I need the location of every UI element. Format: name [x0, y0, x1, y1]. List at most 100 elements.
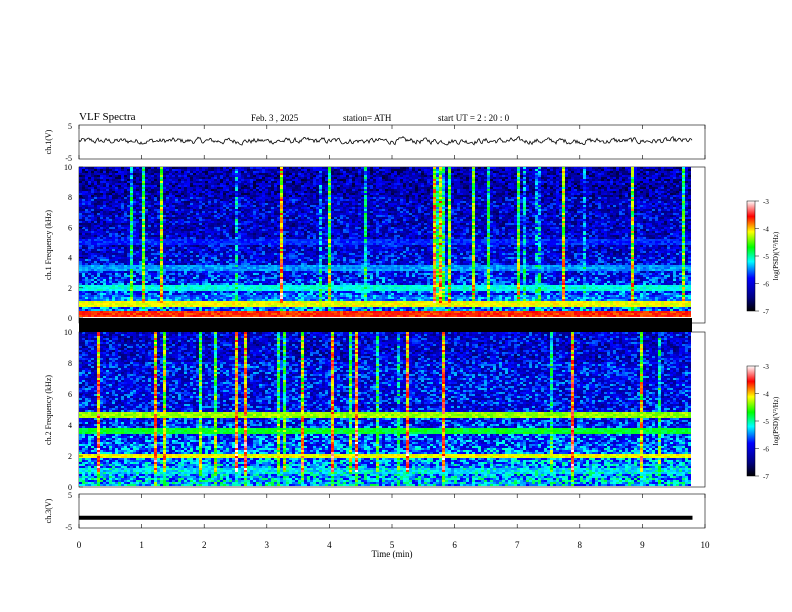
spectrogram-cell: [136, 199, 139, 201]
spectrogram-cell: [487, 207, 490, 209]
spectrogram-cell: [376, 193, 379, 195]
spectrogram-cell: [313, 189, 316, 191]
spectrogram-cell: [376, 201, 379, 203]
spectrogram-cell: [619, 175, 622, 177]
spectrogram-cell: [163, 189, 166, 191]
spectrogram-cell: [178, 179, 181, 181]
spectrogram-cell: [388, 199, 391, 201]
spectrogram-cell: [268, 207, 271, 209]
spectrogram-cell: [514, 187, 517, 189]
spectrogram-cell: [295, 215, 298, 217]
spectrogram-cell: [451, 167, 454, 169]
spectrogram-cell: [475, 183, 478, 185]
spectrogram-cell: [382, 197, 385, 199]
spectrogram-cell: [406, 209, 409, 211]
spectrogram-cell: [535, 201, 538, 203]
spectrogram-cell: [136, 169, 139, 171]
spectrogram-cell: [499, 189, 502, 191]
spectrogram-cell: [601, 211, 604, 213]
spectrogram-cell: [403, 167, 406, 169]
spectrogram-cell: [376, 175, 379, 177]
spectrogram-cell: [91, 203, 94, 205]
spectrogram-cell: [664, 193, 667, 195]
spectrogram-cell: [421, 211, 424, 213]
spectrogram-cell: [352, 171, 355, 173]
spectrogram-cell: [178, 201, 181, 203]
spectrogram-cell: [130, 193, 133, 195]
spectrogram-cell: [490, 177, 493, 179]
spectrogram-cell: [316, 197, 319, 199]
spectrogram-cell: [484, 207, 487, 209]
spectrogram-cell: [109, 173, 112, 175]
spectrogram-cell: [556, 211, 559, 213]
spectrogram-cell: [577, 199, 580, 201]
spectrogram-cell: [160, 167, 163, 169]
spectrogram-cell: [403, 213, 406, 215]
spectrogram-cell: [94, 209, 97, 211]
spectrogram-cell: [658, 189, 661, 191]
spectrogram-cell: [286, 197, 289, 199]
spectrogram-cell: [88, 205, 91, 207]
spectrogram-cell: [343, 203, 346, 205]
spectrogram-cell: [124, 183, 127, 185]
spectrogram-cell: [532, 209, 535, 211]
spectrogram-cell: [667, 195, 670, 197]
spectrogram-cell: [97, 205, 100, 207]
spectrogram-cell: [277, 189, 280, 191]
spectrogram-cell: [322, 187, 325, 189]
spectrogram-cell: [376, 209, 379, 211]
spectrogram-cell: [376, 179, 379, 181]
spectrogram-cell: [556, 199, 559, 201]
spectrogram-cell: [280, 189, 283, 191]
spectrogram-cell: [661, 209, 664, 211]
spectrogram-cell: [625, 181, 628, 183]
spectrogram-cell: [565, 193, 568, 195]
spectrogram-cell: [379, 171, 382, 173]
spectrogram-cell: [145, 187, 148, 189]
spectrogram-cell: [667, 169, 670, 171]
spectrogram-cell: [562, 169, 565, 171]
spectrogram-cell: [559, 205, 562, 207]
spectrogram-cell: [634, 193, 637, 195]
spectrogram-cell: [112, 169, 115, 171]
spectrogram-cell: [511, 203, 514, 205]
spectrogram-cell: [583, 209, 586, 211]
spectrogram-cell: [385, 167, 388, 169]
spectrogram-cell: [247, 205, 250, 207]
spectrogram-cell: [439, 191, 442, 193]
spectrogram-cell: [442, 167, 445, 169]
spectrogram-cell: [292, 169, 295, 171]
spectrogram-cell: [190, 173, 193, 175]
spectrogram-cell: [223, 171, 226, 173]
spectrogram-cell: [631, 207, 634, 209]
spectrogram-cell: [553, 167, 556, 169]
spectrogram-cell: [481, 175, 484, 177]
spectrogram-cell: [202, 173, 205, 175]
spectrogram-cell: [439, 197, 442, 199]
spectrogram-cell: [241, 191, 244, 193]
spectrogram-cell: [136, 167, 139, 169]
spectrogram-cell: [511, 187, 514, 189]
spectrogram-cell: [430, 183, 433, 185]
spectrogram-cell: [163, 215, 166, 217]
spectrogram-cell: [106, 201, 109, 203]
spectrogram-cell: [670, 213, 673, 215]
spectrogram-cell: [133, 179, 136, 181]
spectrogram-cell: [85, 177, 88, 179]
spectrogram-cell: [649, 213, 652, 215]
spectrogram-cell: [505, 177, 508, 179]
spectrogram-cell: [490, 191, 493, 193]
spectrogram-cell: [526, 205, 529, 207]
spectrogram-cell: [673, 201, 676, 203]
spectrogram-cell: [403, 183, 406, 185]
spectrogram-cell: [571, 203, 574, 205]
spectrogram-cell: [454, 209, 457, 211]
spectrogram-cell: [352, 181, 355, 183]
spectrogram-cell: [178, 197, 181, 199]
spectrogram-cell: [358, 171, 361, 173]
spectrogram-cell: [304, 177, 307, 179]
spectrogram-cell: [358, 187, 361, 189]
spectrogram-cell: [643, 213, 646, 215]
spectrogram-cell: [685, 205, 688, 207]
spectrogram-cell: [511, 211, 514, 213]
